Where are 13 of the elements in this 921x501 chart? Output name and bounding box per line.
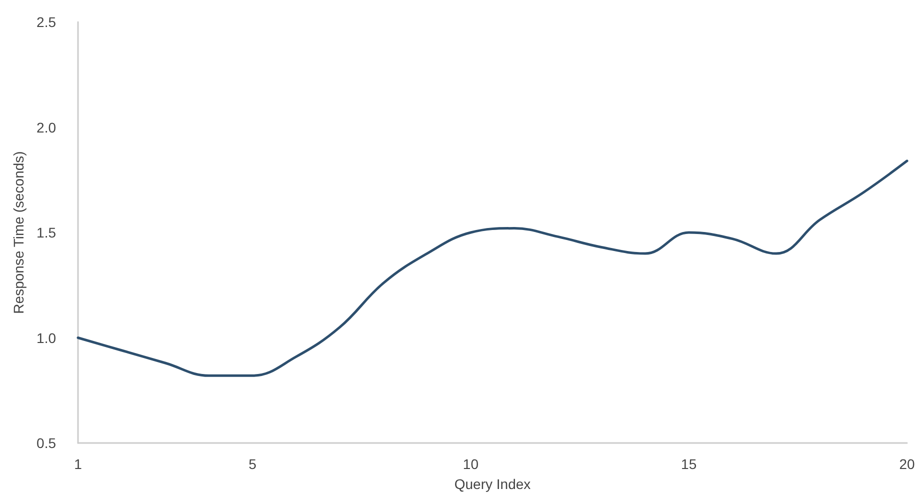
x-tick-label: 5 xyxy=(248,456,257,472)
x-tick-label: 15 xyxy=(681,456,697,472)
y-tick-label: 2.5 xyxy=(36,14,56,30)
x-tick-label: 10 xyxy=(462,456,479,472)
x-axis-title: Query Index xyxy=(454,476,531,492)
line-series xyxy=(76,160,908,377)
y-tick-label: 1.0 xyxy=(36,330,56,346)
x-tick-label: 20 xyxy=(899,456,915,472)
y-axis-title: Response Time (seconds) xyxy=(10,151,27,314)
x-tick-label: 1 xyxy=(74,456,82,472)
y-tick-label: 0.5 xyxy=(36,435,56,451)
y-tick-label: 2.0 xyxy=(36,119,56,136)
y-tick-label: 1.5 xyxy=(36,224,56,240)
